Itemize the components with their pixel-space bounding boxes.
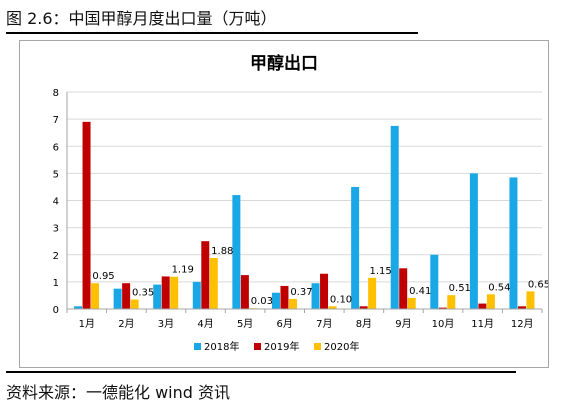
- legend-swatch: [254, 343, 261, 350]
- bar-2020年: [407, 297, 416, 309]
- data-label: 0.37: [290, 287, 312, 298]
- bar-2020年: [130, 299, 139, 309]
- data-label: 0.41: [409, 286, 431, 297]
- x-tick-label: 6月: [277, 318, 293, 330]
- y-tick-label: 6: [53, 142, 59, 153]
- bar-2018年: [192, 281, 201, 309]
- y-tick-label: 4: [53, 197, 59, 208]
- bar-2018年: [232, 195, 241, 309]
- bottom-divider: [6, 371, 516, 373]
- bar-2018年: [113, 288, 122, 309]
- y-tick-label: 2: [53, 251, 59, 262]
- bar-2018年: [311, 283, 320, 309]
- bar-2019年: [82, 121, 91, 310]
- bar-2018年: [271, 292, 280, 309]
- x-tick-label: 12月: [511, 318, 534, 330]
- y-tick-label: 0: [53, 305, 59, 316]
- x-tick-label: 9月: [395, 318, 411, 330]
- legend-swatch: [194, 343, 201, 350]
- data-label: 1.15: [369, 266, 391, 277]
- bar-2020年: [170, 276, 179, 309]
- bar-2018年: [74, 306, 83, 309]
- data-label: 0.35: [132, 288, 154, 299]
- bar-2020年: [91, 283, 100, 309]
- x-tick-label: 10月: [432, 318, 455, 330]
- source-note: 资料来源：一德能化 wind 资讯: [6, 383, 231, 402]
- bar-2018年: [430, 254, 439, 309]
- data-labels: 0.95 0.35 1.19 1.88 0.03 0.37 0.10 1.15 0.41 0.51…: [92, 246, 550, 307]
- data-label: 1.19: [172, 265, 194, 276]
- axes: 0 1 2 3 4 5 6 7 8 1月 2月 3月 4月 5月 6月 7月 8月 9月 10月 11月 12月: [53, 88, 543, 330]
- bar-2018年: [469, 173, 478, 309]
- x-tick-label: 2月: [118, 318, 134, 330]
- y-tick-label: 3: [53, 224, 59, 235]
- legend-label: 2018年: [204, 340, 239, 353]
- bar-2019年: [240, 275, 249, 309]
- bar-2019年: [399, 268, 408, 309]
- chart-title: 甲醇出口: [250, 53, 318, 74]
- bar-2020年: [526, 291, 535, 309]
- x-tick-label: 11月: [471, 318, 494, 330]
- bar-2020年: [209, 258, 218, 309]
- bar-2019年: [122, 283, 131, 309]
- bar-2018年: [351, 186, 360, 309]
- bar-2018年: [509, 177, 518, 309]
- data-label: 0.03: [251, 296, 273, 307]
- bar-2019年: [438, 307, 447, 309]
- bar-2020年: [288, 298, 297, 309]
- y-tick-label: 1: [53, 278, 59, 289]
- legend-label: 2019年: [264, 340, 299, 353]
- chart-svg: 甲醇出口 0.95 0.35 1.19 1.88 0.03 0.37 0.10 1.15 0.4…: [53, 53, 550, 353]
- bar-2019年: [280, 285, 289, 309]
- data-label: 1.88: [211, 246, 233, 257]
- data-label: 0.95: [92, 271, 114, 282]
- gridlines: [67, 91, 542, 283]
- bar-2020年: [368, 277, 377, 309]
- data-label: 0.54: [488, 282, 510, 293]
- bar-2018年: [153, 284, 162, 309]
- x-tick-label: 7月: [316, 318, 332, 330]
- x-tick-label: 8月: [356, 318, 372, 330]
- legend: 2018年 2019年 2020年: [194, 340, 359, 353]
- x-tick-label: 1月: [79, 318, 95, 330]
- bar-2020年: [447, 295, 456, 309]
- y-tick-label: 5: [53, 169, 59, 180]
- bar-2020年: [486, 294, 495, 309]
- y-tick-label: 7: [53, 115, 59, 126]
- legend-swatch: [314, 343, 321, 350]
- bar-2019年: [161, 276, 170, 309]
- bar-2019年: [201, 241, 210, 309]
- x-tick-label: 3月: [158, 318, 174, 330]
- y-tick-label: 8: [53, 88, 59, 99]
- bar-2020年: [328, 306, 337, 309]
- x-tick-label: 4月: [197, 318, 213, 330]
- chart-frame: 甲醇出口 0.95 0.35 1.19 1.88 0.03 0.37 0.10 1.15 0.4…: [19, 40, 550, 368]
- bar-2019年: [359, 306, 368, 309]
- bar-2019年: [320, 273, 329, 309]
- data-label: 0.51: [449, 283, 471, 294]
- data-label: 0.65: [528, 279, 548, 290]
- legend-label: 2020年: [324, 340, 359, 353]
- bar-2018年: [390, 125, 399, 309]
- bars: [74, 121, 535, 310]
- bar-2019年: [517, 306, 526, 309]
- bar-2019年: [478, 303, 487, 309]
- top-divider: [6, 32, 418, 34]
- figure-caption: 图 2.6：中国甲醇月度出口量（万吨）: [6, 9, 277, 28]
- data-label: 0.10: [330, 294, 352, 305]
- x-tick-label: 5月: [237, 318, 253, 330]
